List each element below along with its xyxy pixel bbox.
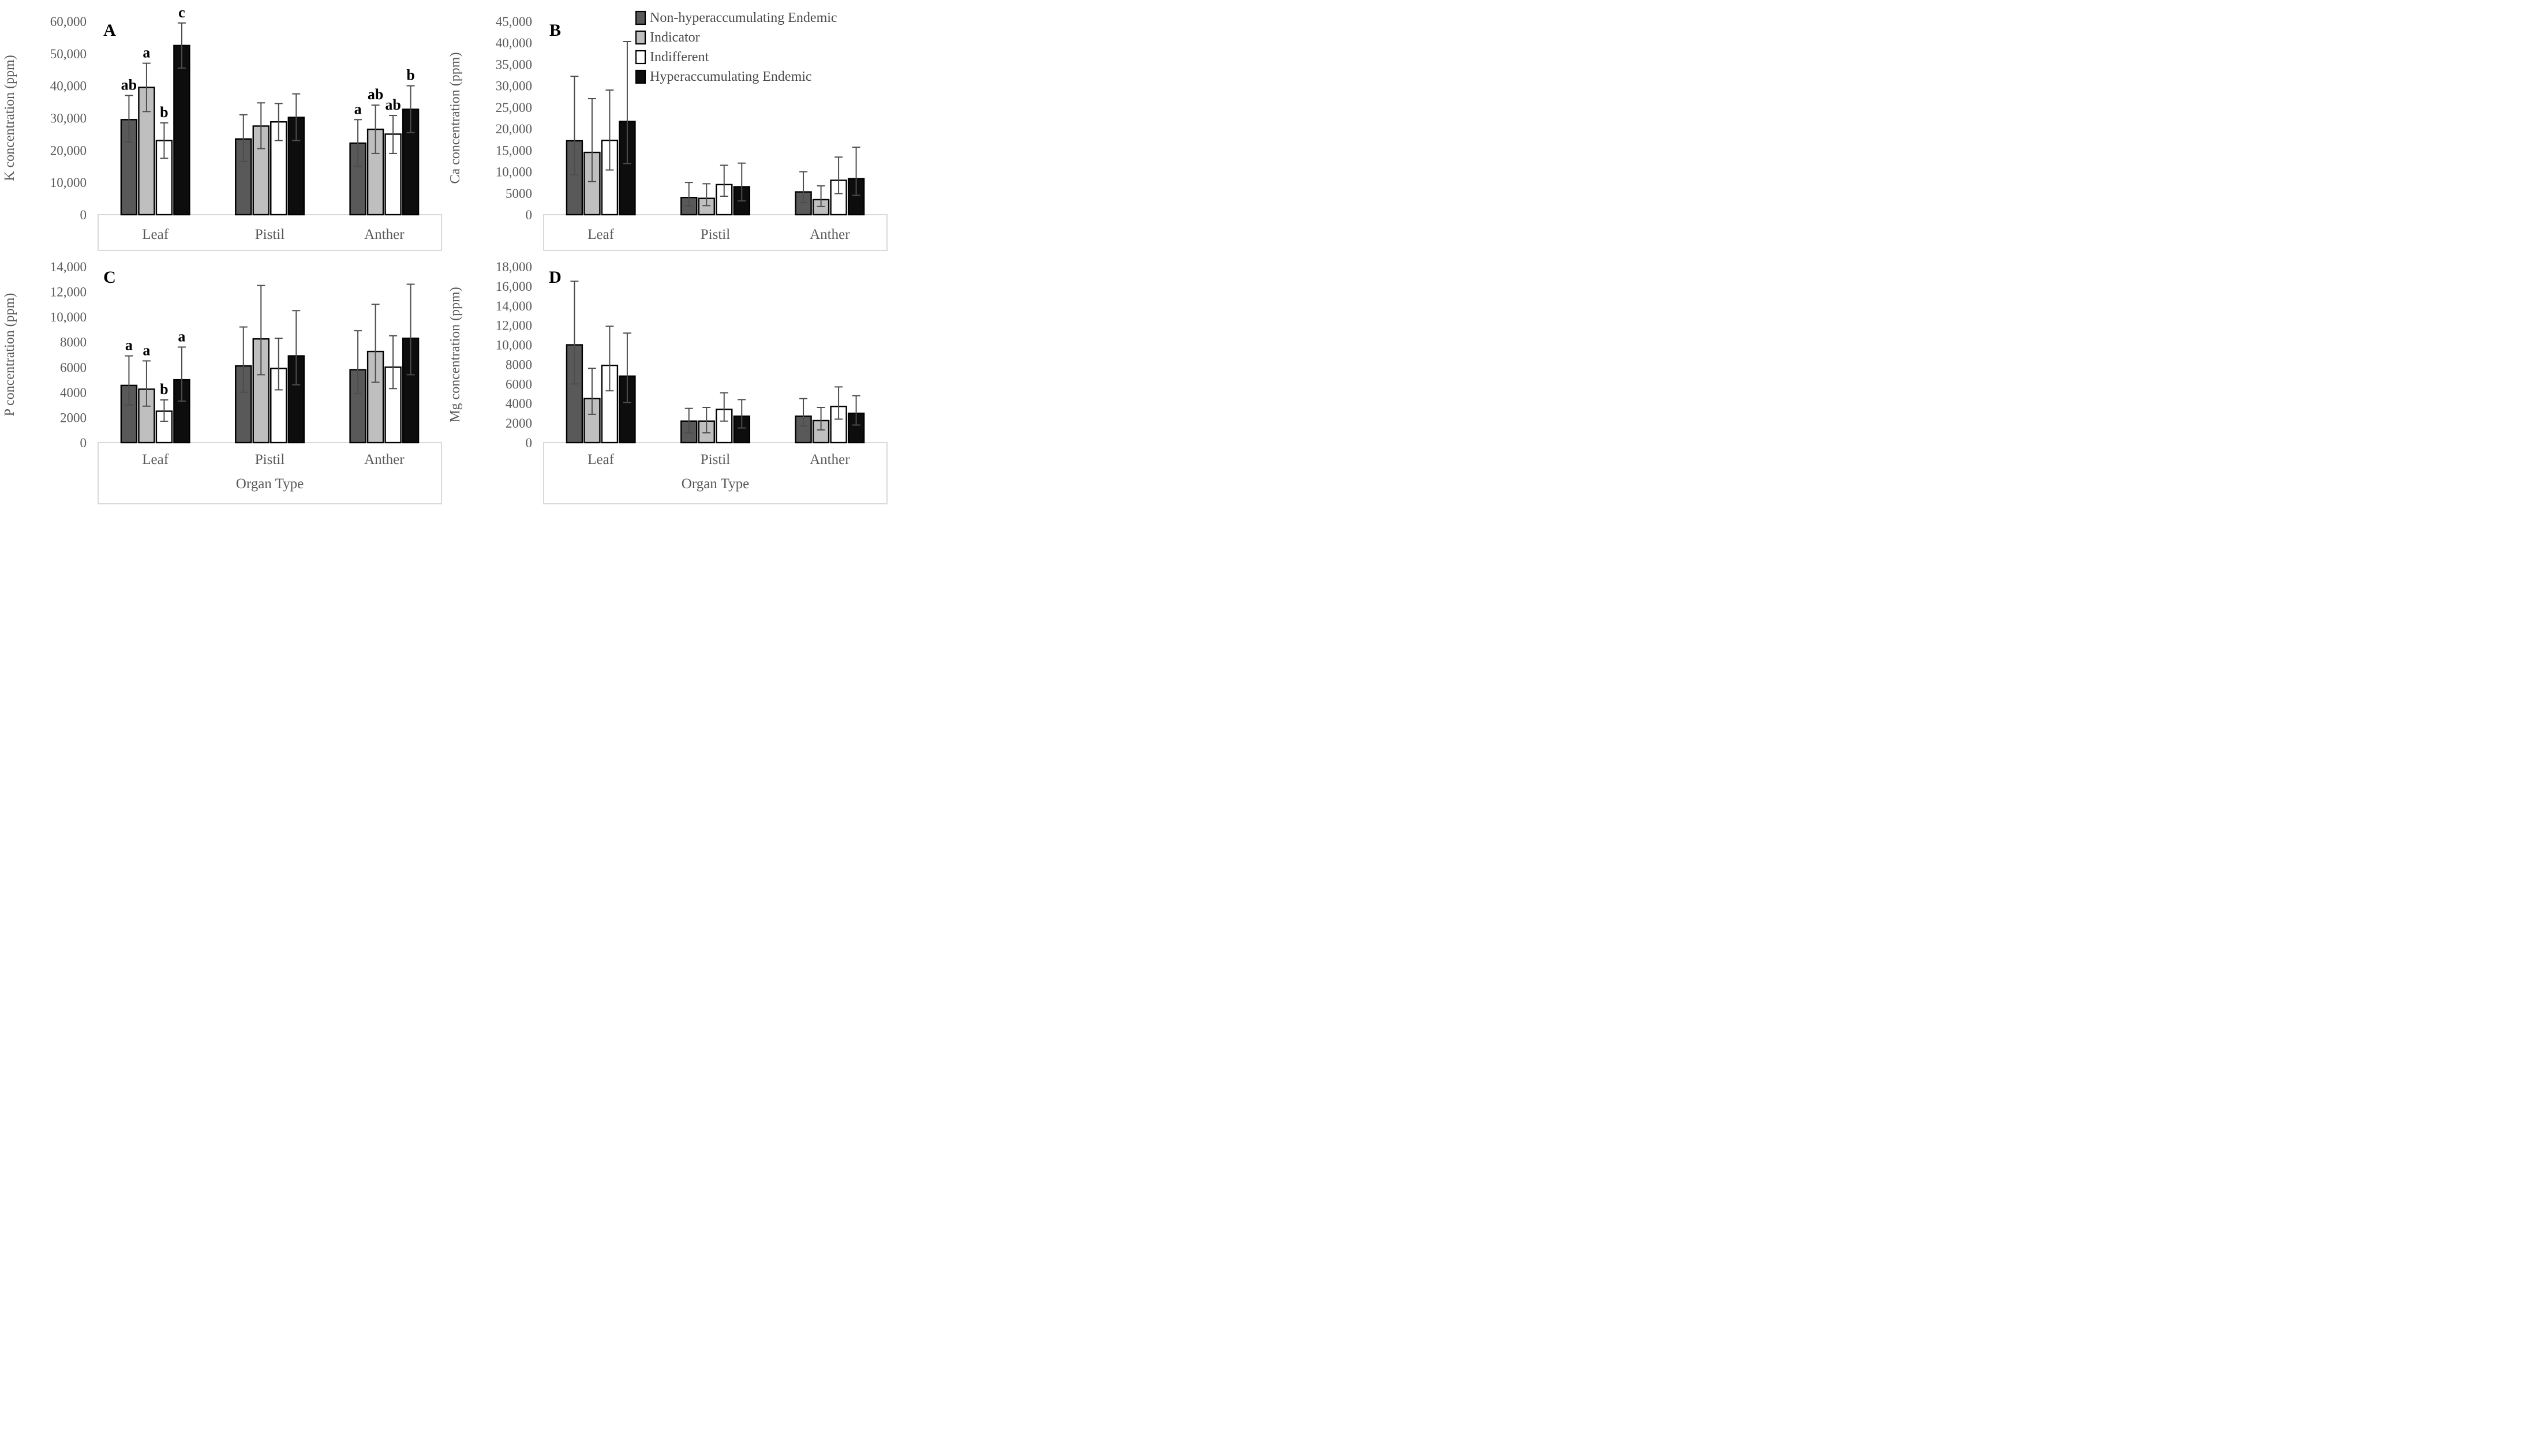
y-tick-label: 50,000 (50, 47, 87, 61)
y-tick-label: 35,000 (496, 57, 532, 72)
y-tick-label: 40,000 (50, 79, 87, 93)
y-tick-label: 10,000 (50, 175, 87, 190)
x-category-label: Leaf (142, 227, 169, 242)
x-axis-category-box (543, 214, 888, 251)
y-tick-label: 2000 (60, 410, 87, 425)
legend-swatch (635, 10, 646, 25)
y-tick-label: 40,000 (496, 36, 532, 50)
four-panel-bar-chart-figure: 0 10,000 20,000 30,000 40,000 50,000 60,000 K c… (0, 0, 891, 511)
y-axis-title: Mg concentration (ppm) (448, 287, 463, 422)
bar (173, 44, 190, 216)
panel-letter: C (103, 268, 116, 287)
y-tick-label: 6000 (506, 377, 532, 391)
y-tick-label: 0 (80, 208, 87, 222)
legend-swatch (635, 50, 646, 65)
x-category-label: Leaf (587, 452, 614, 467)
legend-label: Hyperaccumulating Endemic (650, 69, 812, 84)
x-axis-title: Organ Type (236, 476, 304, 492)
y-tick-label: 20,000 (496, 122, 532, 136)
y-tick-label: 8000 (506, 357, 532, 372)
y-tick-label: 25,000 (496, 100, 532, 115)
panel-letter: D (549, 268, 562, 287)
x-axis-category-box (98, 214, 442, 251)
x-category-label: Pistil (701, 227, 730, 242)
y-tick-label: 8000 (60, 335, 87, 350)
x-category-label: Anther (364, 227, 405, 242)
significance-letter: a (354, 100, 362, 117)
y-tick-label: 60,000 (50, 14, 87, 29)
legend-label: Indicator (650, 30, 700, 45)
x-axis-title: Organ Type (682, 476, 749, 492)
panel-D: 0 2000 4000 6000 8000 10,000 12,000 14,000 16,00… (446, 255, 891, 511)
y-tick-label: 12,000 (50, 285, 87, 300)
x-axis-category-box (98, 442, 442, 504)
y-tick-label: 15,000 (496, 143, 532, 158)
y-tick-label: 14,000 (496, 299, 532, 313)
legend-label: Non-hyperaccumulating Endemic (650, 10, 837, 25)
bar (155, 140, 173, 216)
significance-letter: a (143, 44, 150, 61)
y-tick-label: 10,000 (50, 310, 87, 324)
x-category-label: Leaf (142, 452, 169, 467)
significance-letter: a (125, 337, 133, 354)
panel-svg-B: 0 5000 10,000 15,000 20,000 25,000 30,000 35,00… (448, 10, 888, 251)
x-category-label: Anther (364, 452, 405, 467)
significance-letter: ab (368, 86, 383, 103)
legend-swatch (635, 30, 646, 45)
x-category-label: Anther (810, 227, 850, 242)
x-category-label: Pistil (701, 452, 730, 467)
y-tick-label: 0 (526, 436, 533, 450)
panel-svg-A: 0 10,000 20,000 30,000 40,000 50,000 60,000 K c… (2, 4, 442, 251)
y-tick-label: 14,000 (50, 260, 87, 274)
panel-svg-C: 0 2000 4000 6000 8000 10,000 12,000 14,000 P con… (2, 260, 442, 504)
significance-letter: b (160, 104, 168, 121)
x-category-label: Pistil (255, 452, 285, 467)
y-tick-label: 4000 (60, 385, 87, 400)
y-tick-label: 20,000 (50, 143, 87, 158)
bar (120, 384, 138, 444)
panel-letter: A (103, 21, 116, 40)
y-tick-label: 0 (526, 208, 533, 222)
significance-letter: b (406, 67, 414, 84)
panel-letter: B (549, 21, 561, 40)
significance-letter: ab (385, 96, 401, 113)
y-tick-label: 45,000 (496, 14, 532, 29)
y-tick-label: 16,000 (496, 279, 532, 294)
y-tick-label: 10,000 (496, 338, 532, 353)
y-tick-label: 2000 (506, 416, 532, 431)
y-axis-title: Ca concentration (ppm) (448, 53, 463, 184)
panel-C: 0 2000 4000 6000 8000 10,000 12,000 14,000 P con… (0, 255, 446, 511)
y-tick-label: 6000 (60, 360, 87, 375)
significance-letter: ab (121, 76, 137, 93)
significance-letter: c (178, 4, 185, 21)
legend-swatch (635, 69, 646, 84)
y-tick-label: 0 (80, 436, 87, 450)
y-tick-label: 30,000 (496, 79, 532, 93)
significance-letter: b (160, 381, 168, 398)
legend-label: Indifferent (650, 50, 709, 65)
significance-letter: a (178, 328, 185, 345)
y-tick-label: 10,000 (496, 165, 532, 179)
y-tick-label: 5000 (506, 186, 532, 201)
x-category-label: Leaf (587, 227, 614, 242)
x-category-label: Pistil (255, 227, 285, 242)
y-tick-label: 12,000 (496, 319, 532, 333)
panel-A: 0 10,000 20,000 30,000 40,000 50,000 60,000 K c… (0, 0, 446, 258)
panel-svg-D: 0 2000 4000 6000 8000 10,000 12,000 14,000 16,00… (448, 260, 888, 504)
x-axis-category-box (543, 442, 888, 504)
y-tick-label: 4000 (506, 396, 532, 411)
bar (566, 344, 583, 444)
y-tick-label: 18,000 (496, 260, 532, 274)
y-tick-label: 30,000 (50, 111, 87, 126)
panel-B: 0 5000 10,000 15,000 20,000 25,000 30,000 35,00… (446, 0, 891, 258)
y-axis-title: P concentration (ppm) (2, 293, 17, 417)
y-axis-title: K concentration (ppm) (2, 55, 17, 181)
x-category-label: Anther (810, 452, 850, 467)
significance-letter: a (143, 342, 150, 358)
